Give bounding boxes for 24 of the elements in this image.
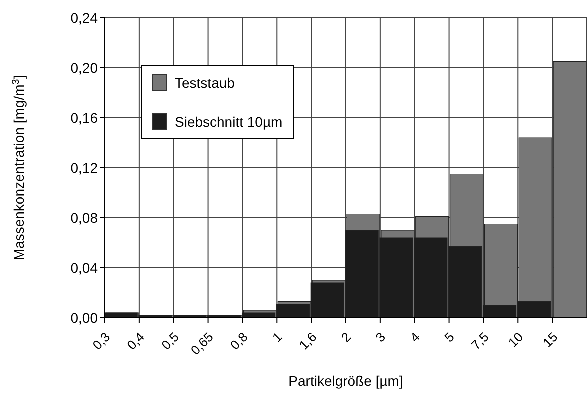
x-tick-label: 1,6 [296, 330, 320, 353]
y-tick-label: 0,00 [70, 310, 98, 326]
x-tick-label: 1 [270, 330, 286, 346]
y-tick-label: 0,08 [70, 210, 98, 226]
x-tick-label: 15 [540, 330, 561, 350]
y-tick-label: 0,12 [70, 160, 98, 176]
x-tick-label: 0,4 [124, 330, 148, 353]
y-tick-label: 0,20 [70, 60, 98, 76]
x-tick-label: 0,5 [158, 330, 182, 353]
x-tick-label: 3 [372, 330, 389, 346]
x-tick-label: 4 [407, 330, 423, 346]
x-tick-label: 0,3 [90, 330, 114, 353]
x-tick-label: 0,8 [227, 330, 251, 353]
x-tick-label: 2 [338, 330, 354, 346]
x-tick-label: 0,65 [188, 330, 216, 358]
x-tick-label: 7,5 [468, 330, 492, 353]
x-tick-label: 5 [442, 330, 458, 346]
y-tick-label: 0,24 [70, 10, 98, 26]
y-tick-label: 0,16 [70, 110, 98, 126]
legend-label: Teststaub [175, 74, 235, 90]
x-tick-label: 10 [505, 330, 526, 350]
x-axis-title: Partikelgröße [µm] [288, 373, 404, 389]
y-tick-label: 0,04 [70, 260, 98, 276]
legend-label: Siebschnitt 10µm [175, 114, 283, 130]
